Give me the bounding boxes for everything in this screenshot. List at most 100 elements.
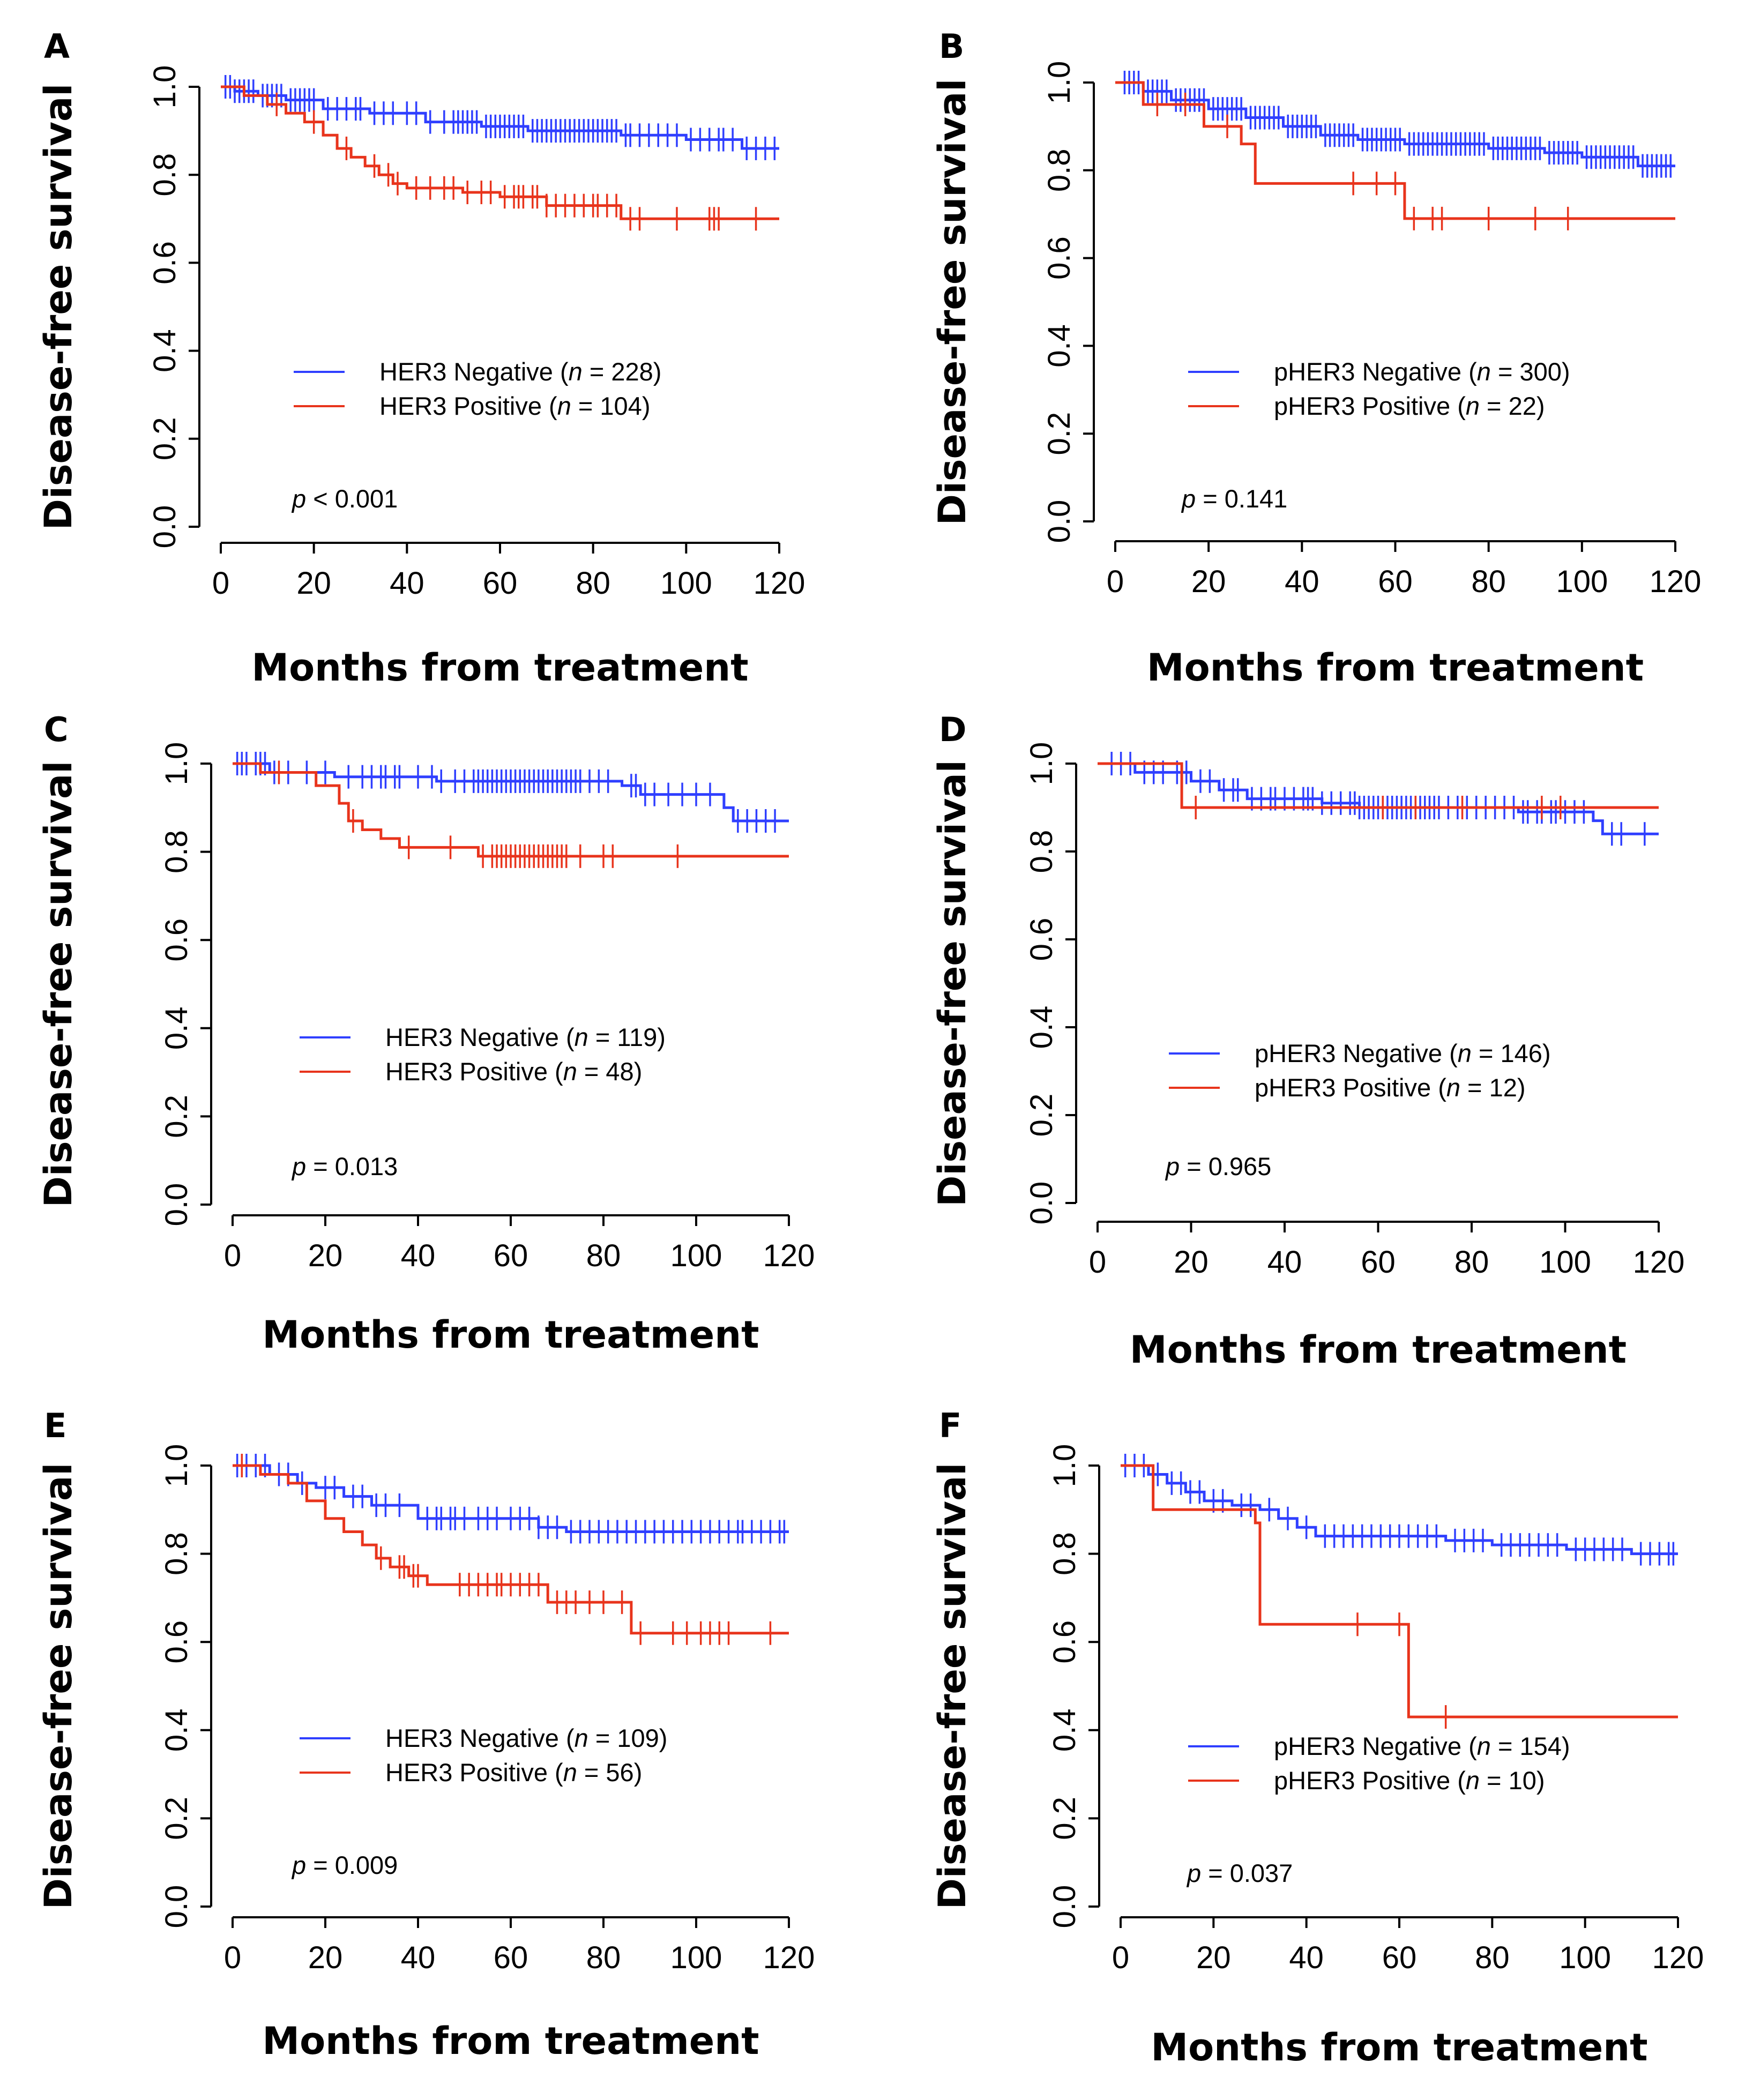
- panel-e-xtick-label: 40: [401, 1940, 436, 1975]
- panel-a-xtick-label: 80: [576, 566, 610, 601]
- panel-c-ytick-label: 0.4: [159, 1006, 194, 1050]
- panel-b-xtick-label: 80: [1471, 564, 1506, 599]
- panel-f-ytick-label: 0.8: [1047, 1532, 1082, 1575]
- panel-a: A 0.0 0.2 0.4 0.6 0.8 1.0 0 20 40 60 80 100 120 Diseas…: [36, 27, 805, 690]
- panel-f-ytick-label: 1.0: [1047, 1444, 1082, 1488]
- panel-a-x-label: Months from treatment: [251, 646, 748, 690]
- panel-e-ytick-label: 0.6: [159, 1620, 194, 1664]
- panel-e-xtick-label: 20: [308, 1940, 343, 1975]
- panel-b-xtick-label: 60: [1378, 564, 1413, 599]
- panel-b-ytick-label: 1.0: [1042, 61, 1077, 104]
- panel-a-ytick-label: 0.8: [147, 153, 182, 197]
- panel-a-xtick-label: 20: [296, 566, 331, 601]
- panel-e-y-label: Disease-free survival: [36, 1463, 80, 1909]
- panel-f-letter: F: [939, 1406, 961, 1445]
- panel-f-p-value: p = 0.037: [1186, 1859, 1293, 1887]
- panel-a-ytick-label: 0.6: [147, 241, 182, 285]
- panel-f-ytick-label: 0.4: [1047, 1708, 1082, 1752]
- panel-d-legend-label: pHER3 Positive (n = 12): [1255, 1073, 1526, 1102]
- panel-d-ytick-label: 0.0: [1024, 1182, 1059, 1225]
- panel-f-ytick-label: 0.6: [1047, 1620, 1082, 1664]
- panel-e-ytick-label: 0.0: [159, 1885, 194, 1929]
- panel-b-ytick-label: 0.8: [1042, 148, 1077, 192]
- panel-e-xtick-label: 120: [763, 1940, 815, 1975]
- panel-f-y-label: Disease-free survival: [930, 1463, 974, 1909]
- panel-e-p-value: p = 0.009: [291, 1851, 398, 1879]
- panel-e-x-label: Months from treatment: [262, 2019, 759, 2063]
- panel-a-legend-label: HER3 Negative (n = 228): [379, 357, 661, 386]
- panel-a-ytick-label: 0.0: [147, 505, 182, 549]
- panel-f-ytick-label: 0.0: [1047, 1885, 1082, 1929]
- panel-d-ytick-label: 0.2: [1024, 1094, 1059, 1137]
- panel-d-ytick-label: 0.8: [1024, 830, 1059, 873]
- panel-c-legend-label: HER3 Negative (n = 119): [385, 1023, 666, 1051]
- panel-c-xtick-label: 100: [670, 1238, 722, 1273]
- panel-f-xtick-label: 100: [1559, 1940, 1611, 1975]
- panel-d-xtick-label: 120: [1633, 1245, 1685, 1280]
- panel-b-xtick-label: 120: [1650, 564, 1702, 599]
- panel-e-xtick-label: 100: [670, 1940, 722, 1975]
- panel-b-positive-curve: [1115, 81, 1675, 220]
- panel-f-xtick-label: 40: [1289, 1940, 1324, 1975]
- panel-d-p-value: p = 0.965: [1165, 1152, 1271, 1180]
- panel-c-legend-label: HER3 Positive (n = 48): [385, 1057, 642, 1086]
- panel-c-xtick-label: 0: [224, 1238, 241, 1273]
- panel-d-ytick-label: 0.6: [1024, 918, 1059, 961]
- panel-d: D 0.0 0.2 0.4 0.6 0.8 1.0 0 20 40 60 80 100 120 Diseas…: [930, 710, 1684, 1372]
- panel-c-positive-curve: [233, 762, 789, 858]
- panel-e-ytick-label: 0.2: [159, 1797, 194, 1840]
- panel-c-p-value: p = 0.013: [291, 1152, 398, 1180]
- panel-f-xtick-label: 0: [1112, 1940, 1129, 1975]
- panel-b-p-value: p = 0.141: [1181, 484, 1287, 513]
- panel-a-xtick-label: 100: [660, 566, 712, 601]
- panel-f-x-label: Months from treatment: [1151, 2026, 1647, 2069]
- panel-b-y-label: Disease-free survival: [930, 79, 974, 525]
- panel-b-ytick-label: 0.6: [1042, 236, 1077, 280]
- panel-d-xtick-label: 80: [1454, 1245, 1489, 1280]
- panel-e-positive-curve: [233, 1464, 789, 1635]
- panel-c-xtick-label: 60: [494, 1238, 528, 1273]
- panel-a-xtick-label: 120: [754, 566, 805, 601]
- panel-b-xtick-label: 20: [1191, 564, 1226, 599]
- panel-c-xtick-label: 120: [763, 1238, 815, 1273]
- panel-a-xtick-label: 0: [212, 566, 229, 601]
- panel-d-positive-curve: [1098, 762, 1659, 809]
- panel-a-positive-curve: [221, 85, 779, 220]
- panel-a-legend-label: HER3 Positive (n = 104): [379, 392, 651, 420]
- panel-e-ytick-label: 0.4: [159, 1708, 194, 1752]
- panel-b-letter: B: [939, 27, 964, 66]
- panel-c-xtick-label: 80: [586, 1238, 621, 1273]
- panel-b-ytick-label: 0.4: [1042, 324, 1077, 368]
- panel-f-xtick-label: 20: [1196, 1940, 1231, 1975]
- panel-b-ytick-label: 0.2: [1042, 412, 1077, 455]
- panel-c-ytick-label: 0.6: [159, 918, 194, 962]
- panel-c-x-label: Months from treatment: [262, 1313, 759, 1357]
- panel-b-xtick-label: 0: [1107, 564, 1124, 599]
- panel-e-letter: E: [44, 1406, 66, 1445]
- panel-e-xtick-label: 0: [224, 1940, 241, 1975]
- panel-c-letter: C: [44, 710, 69, 749]
- panel-d-legend-label: pHER3 Negative (n = 146): [1255, 1039, 1551, 1067]
- panel-d-y-label: Disease-free survival: [930, 760, 974, 1206]
- panel-b-xtick-label: 100: [1556, 564, 1608, 599]
- panel-e-ytick-label: 1.0: [159, 1444, 194, 1488]
- panel-b-x-label: Months from treatment: [1147, 646, 1644, 690]
- panel-a-ytick-label: 1.0: [147, 65, 182, 109]
- panel-c-xtick-label: 20: [308, 1238, 343, 1273]
- panel-d-x-label: Months from treatment: [1130, 1328, 1627, 1372]
- panel-a-ytick-label: 0.4: [147, 329, 182, 372]
- panel-d-xtick-label: 0: [1089, 1245, 1106, 1280]
- panel-f-legend-label: pHER3 Positive (n = 10): [1274, 1766, 1545, 1795]
- panel-c-ytick-label: 0.8: [159, 830, 194, 873]
- panel-c: C 0.0 0.2 0.4 0.6 0.8 1.0 0 20 40 60 80 100 120 Diseas…: [36, 710, 815, 1357]
- panel-f-positive-curve: [1121, 1464, 1678, 1718]
- panel-e-negative-curve: [233, 1464, 789, 1533]
- panel-d-xtick-label: 100: [1539, 1245, 1591, 1280]
- panel-e-legend-label: HER3 Negative (n = 109): [385, 1724, 667, 1752]
- panel-b-legend-label: pHER3 Negative (n = 300): [1274, 357, 1570, 386]
- panel-d-xtick-label: 20: [1174, 1245, 1209, 1280]
- panel-f-legend-label: pHER3 Negative (n = 154): [1274, 1732, 1570, 1760]
- panel-d-xtick-label: 40: [1267, 1245, 1302, 1280]
